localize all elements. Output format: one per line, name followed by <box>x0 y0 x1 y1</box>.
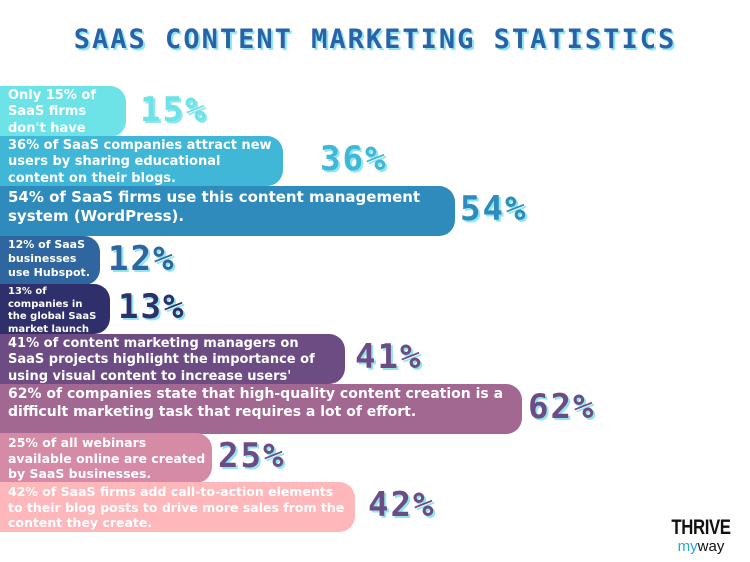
bar-42-percent: 42% of SaaS firms add call-to-action ele… <box>0 482 355 532</box>
value-label: 15% <box>140 89 208 130</box>
thrive-my-way-logo: THRIVE myway <box>664 517 738 554</box>
value-label: 41% <box>355 337 423 377</box>
bar-36-percent: 36% of SaaS companies attract new users … <box>0 136 283 186</box>
logo-my: my <box>677 538 698 555</box>
value-label: 25% <box>218 436 286 476</box>
value-label: 12% <box>108 238 176 279</box>
bar-15-percent: Only 15% of SaaS firms don't have blogs … <box>0 86 126 137</box>
logo-way: way <box>697 538 725 555</box>
chart-title: SAAS CONTENT MARKETING STATISTICS <box>73 24 677 55</box>
bar-13-percent: 13% of companies in the global SaaS mark… <box>0 284 110 334</box>
value-label: 62% <box>528 387 596 427</box>
bar-12-percent: 12% of SaaS businesses use Hubspot. <box>0 236 100 285</box>
value-label: 13% <box>118 287 186 327</box>
bar-62-percent: 62% of companies state that high-quality… <box>0 384 522 434</box>
logo-line1: THRIVE <box>671 516 731 539</box>
value-label: 42% <box>368 485 436 525</box>
bar-25-percent: 25% of all webinars available online are… <box>0 433 212 483</box>
bar-54-percent: 54% of SaaS firms use this content manag… <box>0 186 455 236</box>
value-label: 36% <box>320 139 388 179</box>
value-label: 54% <box>460 189 528 229</box>
bar-41-percent: 41% of content marketing managers on Saa… <box>0 334 345 384</box>
